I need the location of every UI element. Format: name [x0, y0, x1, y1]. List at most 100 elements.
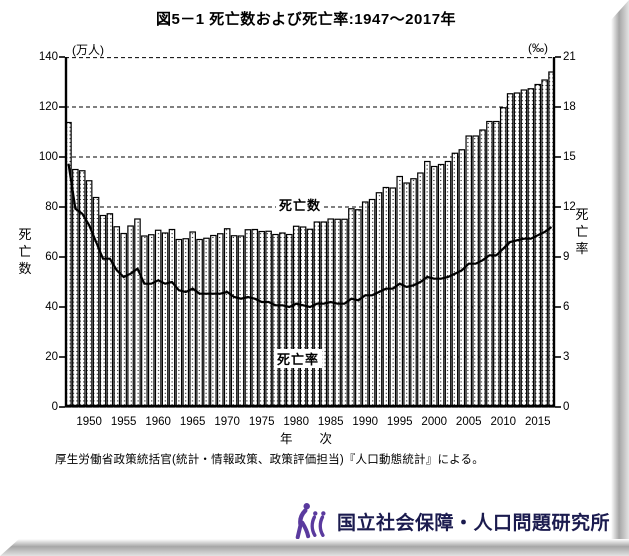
- bar-2013: [520, 89, 528, 408]
- x-axis-tick-label-2015: 2015: [524, 416, 551, 428]
- x-axis-title: 年 次: [280, 428, 332, 447]
- bar-1982: [306, 228, 314, 408]
- bar-2000: [430, 165, 438, 408]
- bar-1974: [251, 228, 259, 408]
- bar-2014: [527, 88, 535, 408]
- death-rate-line: [67, 163, 553, 309]
- bar-1959: [147, 234, 155, 408]
- right-axis-unit: (‰): [528, 41, 548, 55]
- bar-1987: [341, 218, 348, 408]
- bar-1970: [223, 228, 231, 408]
- bar-1977: [272, 233, 279, 408]
- right-axis-tick-label-0: 0: [563, 401, 570, 413]
- bar-2003: [451, 152, 459, 408]
- right-axis-tick-label-21: 21: [563, 51, 576, 63]
- x-axis-tick-label-2000: 2000: [421, 416, 448, 428]
- bar-1978: [279, 232, 286, 408]
- x-axis-tick-label-1980: 1980: [283, 416, 309, 428]
- bar-1994: [389, 187, 397, 408]
- bar-1980: [292, 225, 300, 408]
- bar-1975: [258, 230, 265, 408]
- bar-1968: [210, 234, 217, 408]
- bar-1997: [410, 178, 417, 408]
- bar-1971: [230, 235, 238, 408]
- footer: 国立社会保障・人口問題研究所: [0, 500, 612, 540]
- bar-1966: [196, 238, 203, 408]
- bar-2006: [472, 135, 479, 408]
- left-axis-tick-label-0: 0: [51, 401, 58, 413]
- right-axis-tick-label-12: 12: [563, 201, 576, 213]
- bar-1961: [161, 232, 169, 408]
- bar-1964: [182, 238, 190, 408]
- left-axis-tick-label-100: 100: [38, 151, 58, 163]
- x-axis-tick-label-1955: 1955: [110, 416, 137, 428]
- bar-1967: [203, 237, 210, 408]
- institute-name: 国立社会保障・人口問題研究所: [336, 512, 610, 534]
- bar-1995: [396, 175, 404, 408]
- bar-1998: [417, 172, 424, 408]
- bar-1955: [120, 232, 127, 408]
- bar-1986: [334, 218, 341, 408]
- bar-2011: [506, 93, 514, 408]
- plot-area: [59, 56, 561, 408]
- left-axis-tick-label-40: 40: [45, 301, 58, 313]
- bar-1990: [361, 201, 369, 408]
- bar-1981: [299, 226, 307, 408]
- bar-2008: [486, 120, 493, 408]
- x-axis-tick-label-2005: 2005: [455, 416, 482, 428]
- x-axis-title-char-2: 次: [319, 432, 333, 446]
- bar-1969: [216, 233, 224, 408]
- source-note: 厚生労働省政策統括官(統計・情報政策、政策評価担当)『人口動態統計』による。: [55, 454, 484, 466]
- x-axis-tick-label-1975: 1975: [248, 416, 275, 428]
- left-axis-tick-label-120: 120: [38, 101, 58, 113]
- deaths-series-label: 死亡数: [276, 195, 325, 214]
- bar-1992: [375, 192, 383, 408]
- bar-2010: [499, 107, 507, 408]
- bar-1958: [141, 235, 148, 408]
- x-axis-tick-label-1950: 1950: [76, 416, 102, 428]
- left-axis-unit: (万人): [72, 43, 104, 57]
- bar-2012: [513, 92, 521, 408]
- right-axis-tick-label-3: 3: [563, 351, 570, 363]
- x-axis-tick-label-1965: 1965: [179, 416, 206, 428]
- right-axis-tick-label-9: 9: [563, 251, 570, 263]
- left-axis-tick-label-80: 80: [45, 201, 58, 213]
- bar-2007: [479, 129, 486, 408]
- bar-2015: [534, 83, 542, 408]
- left-axis-tick-label-140: 140: [38, 51, 58, 63]
- chart-title: 図5－1 死亡数および死亡率:1947～2017年: [155, 11, 457, 28]
- x-axis-tick-label-1990: 1990: [352, 416, 378, 428]
- bar-1954: [113, 226, 121, 408]
- bar-1976: [265, 230, 272, 408]
- x-axis-title-char-1: 年: [280, 432, 293, 446]
- bevel-edge-bottom: [0, 539, 629, 556]
- bar-1983: [313, 221, 321, 408]
- bar-2001: [437, 163, 445, 408]
- bar-1965: [189, 231, 196, 408]
- bar-1962: [168, 228, 176, 408]
- bar-2009: [493, 120, 500, 408]
- x-axis-tick-label-1970: 1970: [214, 416, 240, 428]
- bar-1996: [403, 182, 410, 408]
- bar-2005: [465, 135, 473, 408]
- x-axis-tick-label-1985: 1985: [317, 416, 344, 428]
- right-axis-tick-label-18: 18: [563, 101, 576, 113]
- x-axis-tick-label-1995: 1995: [386, 416, 413, 428]
- bar-1953: [106, 213, 114, 408]
- death-rate-series-label: 死亡率: [274, 349, 323, 368]
- right-axis-title: 死 亡 率: [575, 207, 589, 256]
- bar-1985: [327, 218, 334, 408]
- institute-logo-icon: [295, 503, 326, 540]
- bar-1991: [368, 198, 376, 408]
- bar-1979: [286, 233, 293, 408]
- bar-2004: [458, 149, 466, 408]
- bar-1960: [154, 229, 162, 408]
- bar-2016: [541, 79, 548, 408]
- bar-1963: [175, 238, 183, 408]
- bar-1972: [237, 235, 245, 408]
- bar-1951: [92, 196, 100, 408]
- bar-1999: [424, 160, 431, 408]
- bar-2002: [444, 160, 452, 408]
- left-axis-tick-label-60: 60: [45, 251, 58, 263]
